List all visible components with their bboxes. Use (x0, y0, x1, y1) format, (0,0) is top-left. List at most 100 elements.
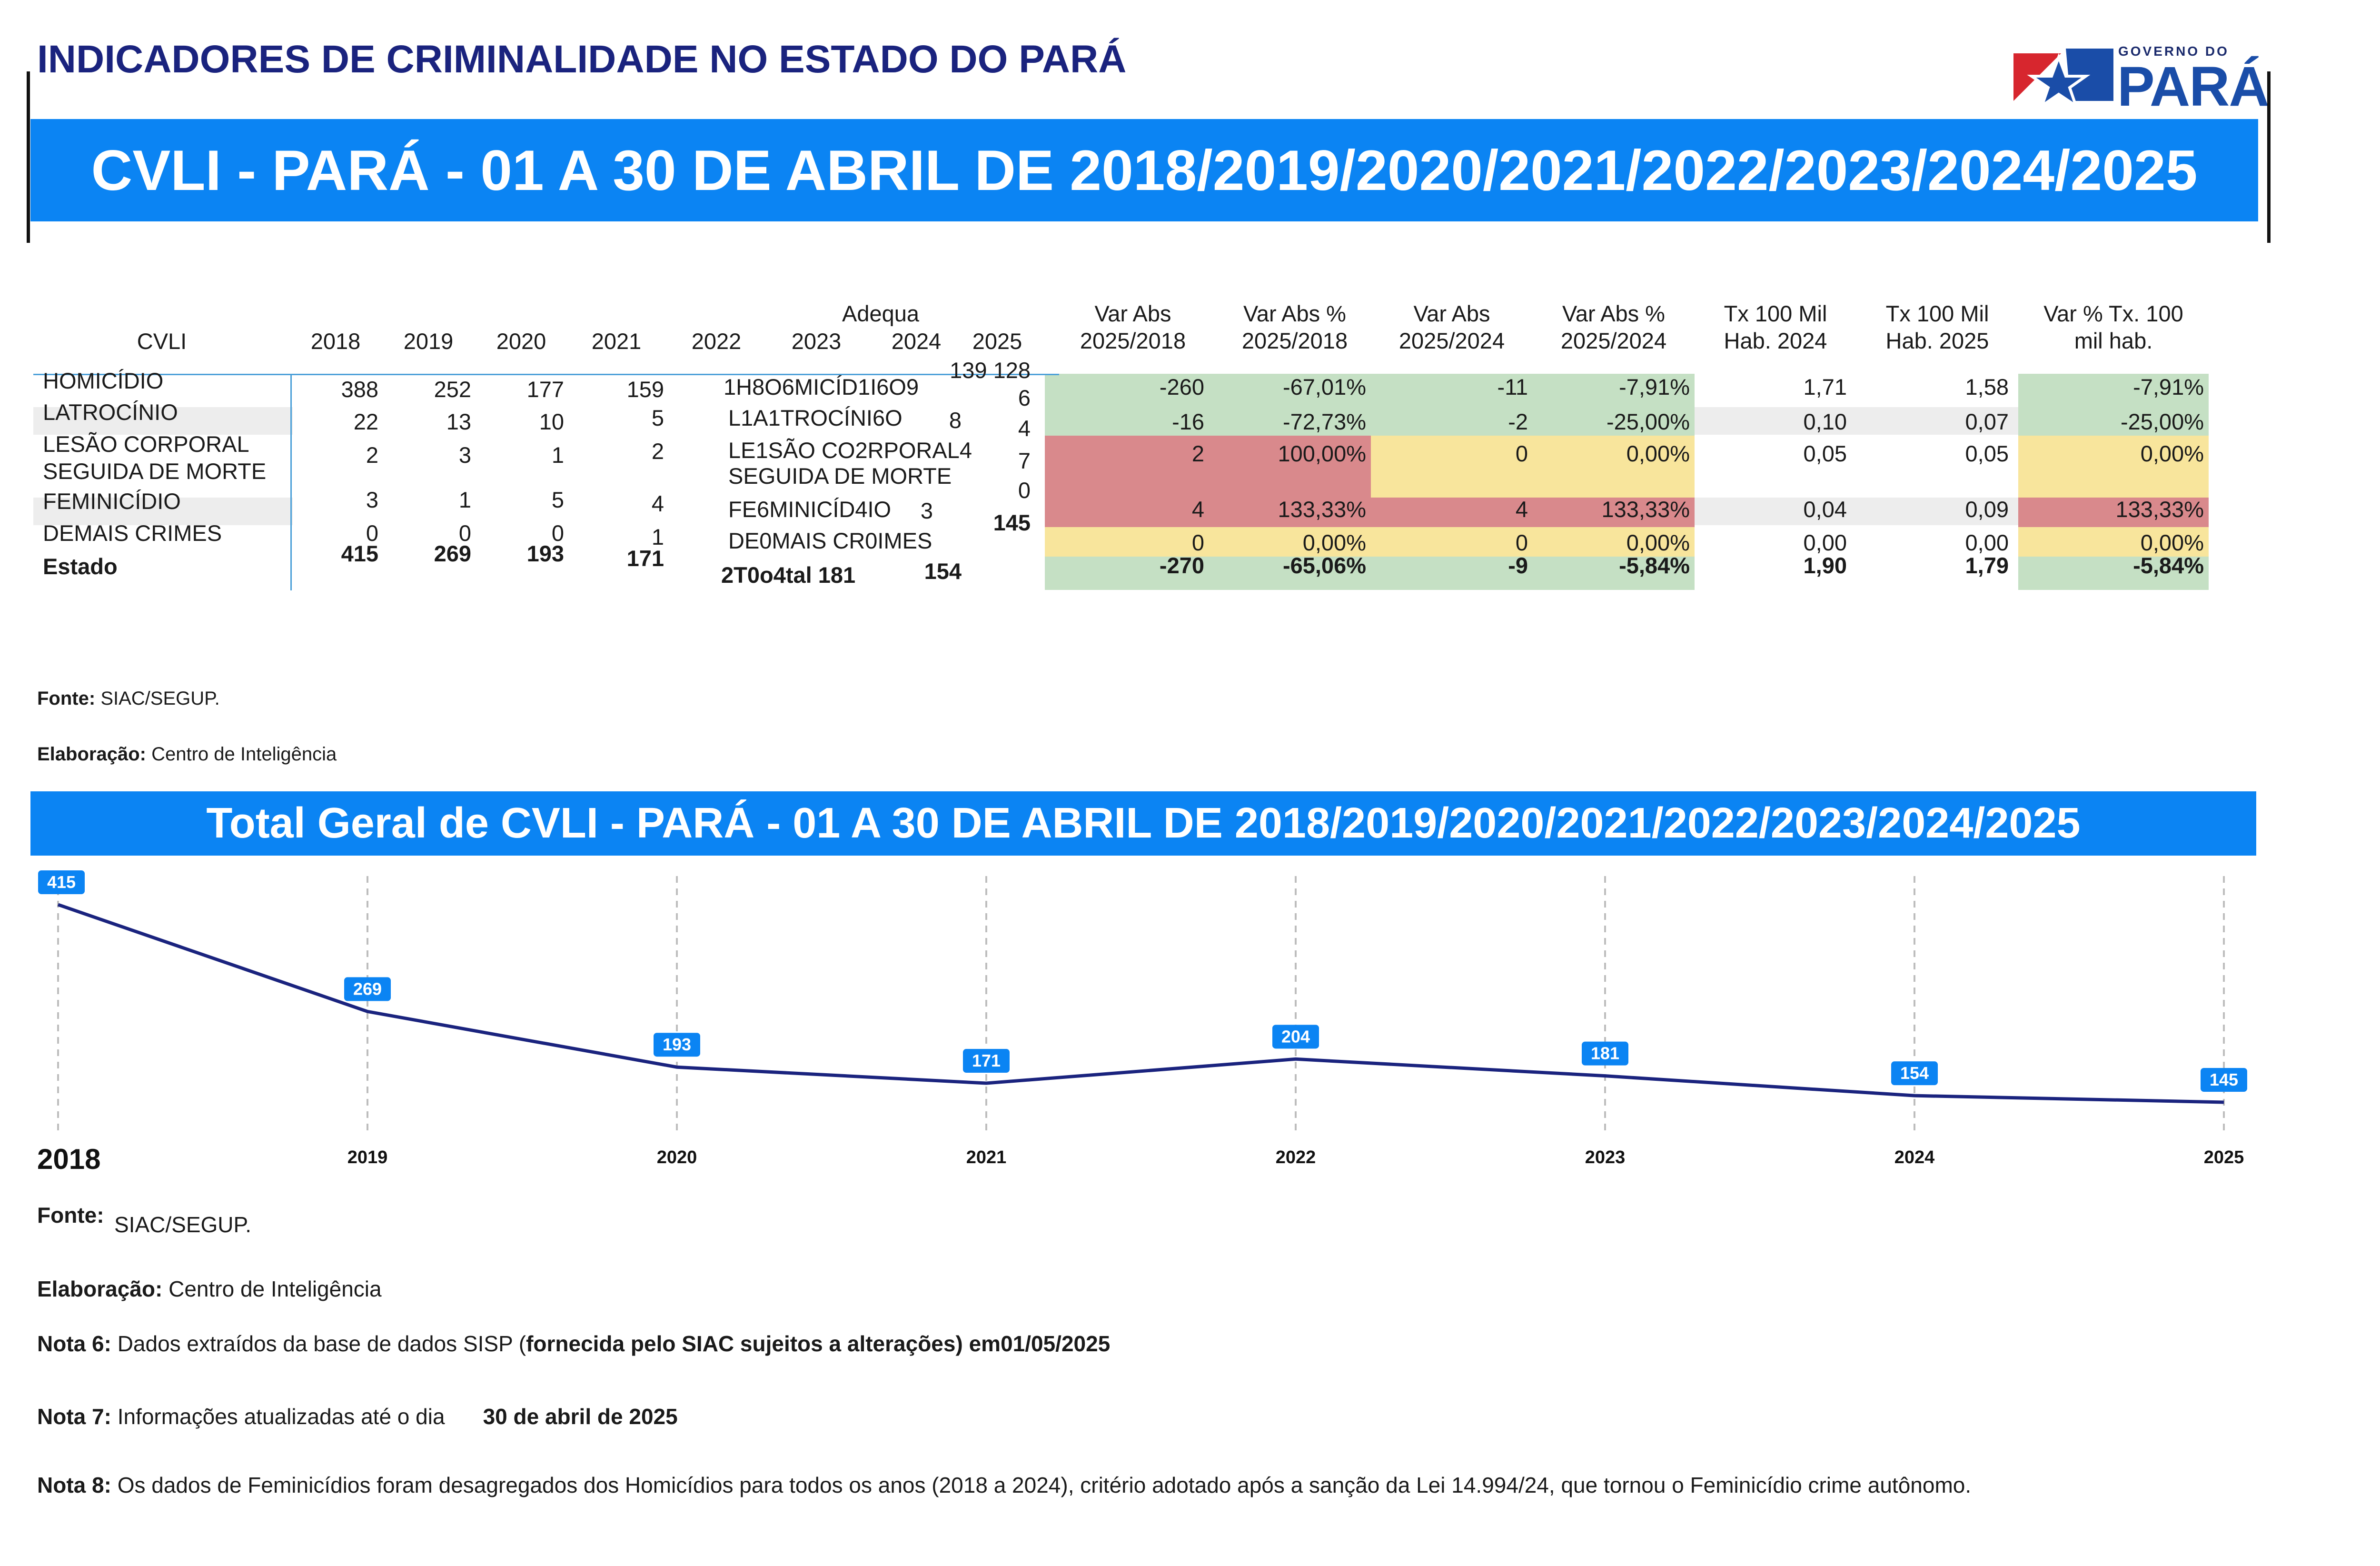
cell-var: 0,07 (1965, 409, 2009, 434)
data-label: 193 (654, 1033, 700, 1057)
row-label: LATROCÍNIO (43, 399, 178, 425)
cell-2025: 145 (993, 510, 1031, 535)
cell-var: 0,00% (1302, 530, 1366, 555)
cell-green (1045, 374, 1371, 436)
cell-overlap: LE1SÃO CO2RPORAL4 (728, 438, 972, 463)
cell-overlap: 1H8O6MICÍD1I6O9 (724, 374, 919, 399)
note-6: Nota 6: Dados extraídos da base de dados… (37, 1331, 1111, 1356)
cell-2018: 2 (366, 442, 378, 468)
cell-var: 0 (1515, 530, 1528, 555)
cell-green (1045, 557, 1371, 590)
cell-green (2018, 374, 2209, 407)
data-label-text: 181 (1591, 1044, 1619, 1063)
cell-var: 4 (1191, 497, 1204, 522)
header-frame (27, 71, 2271, 243)
col-header-2024: 2024 (891, 329, 942, 354)
cell-var: 0,10 (1803, 409, 1847, 434)
row-label: FEMINICÍDIO (43, 489, 181, 514)
cell-green (2018, 407, 2209, 436)
cell-2021: 2 (651, 439, 664, 464)
cell-red (1045, 436, 1371, 498)
total-2018: 415 (341, 541, 378, 566)
row-label: LESÃO CORPORAL (43, 431, 249, 457)
cell-2025: 7 (1018, 448, 1031, 473)
cell-overlap: L1A1TROCÍNI6O (728, 405, 902, 430)
cell-var: 0,00 (1803, 530, 1847, 555)
data-label-box (963, 1049, 1010, 1073)
data-label-box (344, 977, 391, 1001)
chart-source-value: SIAC/SEGUP. (114, 1212, 252, 1237)
table-banner: CVLI - PARÁ - 01 A 30 DE ABRIL DE 2018/2… (30, 119, 2258, 221)
chart-elaboration-note: Elaboração: Centro de Inteligência (37, 1277, 382, 1301)
total-var: -5,84% (2133, 553, 2204, 578)
var-header-6: Tx 100 Mil Hab. 2025 (1885, 301, 1989, 353)
logo-text-top: GOVERNO DO (2118, 44, 2229, 59)
cell-var: 0,00% (1626, 530, 1690, 555)
row-shade (33, 498, 293, 525)
cell-red (1045, 498, 1371, 527)
data-label-text: 204 (1281, 1027, 1310, 1046)
total-2021: 171 (626, 546, 664, 571)
cell-2018: 0 (366, 520, 378, 546)
col-header-2025: 2025 (972, 329, 1022, 354)
cell-green (2018, 557, 2209, 590)
cell-var: -7,91% (2133, 374, 2204, 399)
cell-var: 4 (1515, 497, 1528, 522)
cell-red (1371, 498, 1695, 527)
cell-yellow (1371, 527, 1695, 557)
x-tick-label: 2020 (657, 1147, 697, 1167)
data-label-box (1582, 1041, 1628, 1066)
series-line (57, 903, 2224, 1104)
x-tick-label: 2025 (2204, 1147, 2244, 1167)
x-tick-label: 2022 (1276, 1147, 1316, 1167)
cell-red (2018, 498, 2209, 527)
cell-2018: 22 (353, 409, 378, 434)
cell-var: -260 (1159, 374, 1204, 399)
var-header-2: Var Abs % 2025/2018 (1241, 301, 1348, 353)
source-note: Fonte: SIAC/SEGUP. (37, 688, 220, 709)
adequa-header: Adequa (842, 301, 920, 326)
cell-var: -7,91% (1619, 374, 1690, 399)
cell-2020: 10 (539, 409, 564, 434)
cell-yellow (1371, 436, 1695, 498)
cell-2021: 1 (651, 524, 664, 549)
governo-para-logo: GOVERNO DO PARÁ (2013, 43, 2270, 118)
note-7: Nota 7: Informações atualizadas até o di… (37, 1404, 678, 1429)
cell-2020: 0 (551, 520, 564, 546)
cell-overlap-extra: 8 (949, 408, 962, 433)
chart-banner: Total Geral de CVLI - PARÁ - 01 A 30 DE … (30, 791, 2256, 856)
cell-overlap: FE6MINICÍD4IO (728, 497, 892, 522)
col-header-2019: 2019 (403, 329, 454, 354)
para-flag-star-icon (2013, 49, 2113, 106)
cell-var: -72,73% (1282, 409, 1366, 434)
total-2019: 269 (434, 541, 471, 566)
cell-var: 0,05 (1803, 441, 1847, 466)
cell-2019: 1 (458, 487, 471, 512)
data-label-text: 269 (353, 979, 382, 998)
data-label-text: 145 (2210, 1070, 2238, 1089)
page-title: INDICADORES DE CRIMINALIDADE NO ESTADO D… (37, 38, 1127, 81)
col-header-2021: 2021 (591, 329, 642, 354)
total-var: -9 (1508, 553, 1528, 578)
cell-2025: 6 (1018, 385, 1031, 410)
data-label: 415 (38, 870, 85, 894)
cell-var: 0 (1191, 530, 1204, 555)
cell-green (1371, 374, 1695, 436)
cell-2018: 3 (366, 487, 378, 512)
cell-2025: 0 (1018, 478, 1031, 503)
x-tick-label: 2023 (1585, 1147, 1626, 1167)
cell-var: 1,58 (1965, 374, 2009, 399)
data-label-box (38, 870, 85, 894)
note-8: Nota 8: Os dados de Feminicídios foram d… (37, 1473, 1972, 1497)
cell-2021: 4 (651, 491, 664, 516)
cell-var: 0 (1515, 441, 1528, 466)
cell-var: -67,01% (1282, 374, 1366, 399)
cell-2019: 3 (458, 442, 471, 468)
cell-2019: 0 (458, 520, 471, 546)
cell-var: 1,71 (1803, 374, 1847, 399)
cell-2020: 5 (551, 487, 564, 512)
cell-overlap-line2: SEGUIDA DE MORTE (728, 463, 952, 489)
cell-yellow (1045, 527, 1371, 557)
x-tick-label: 2019 (347, 1147, 388, 1167)
total-2020: 193 (526, 541, 564, 566)
